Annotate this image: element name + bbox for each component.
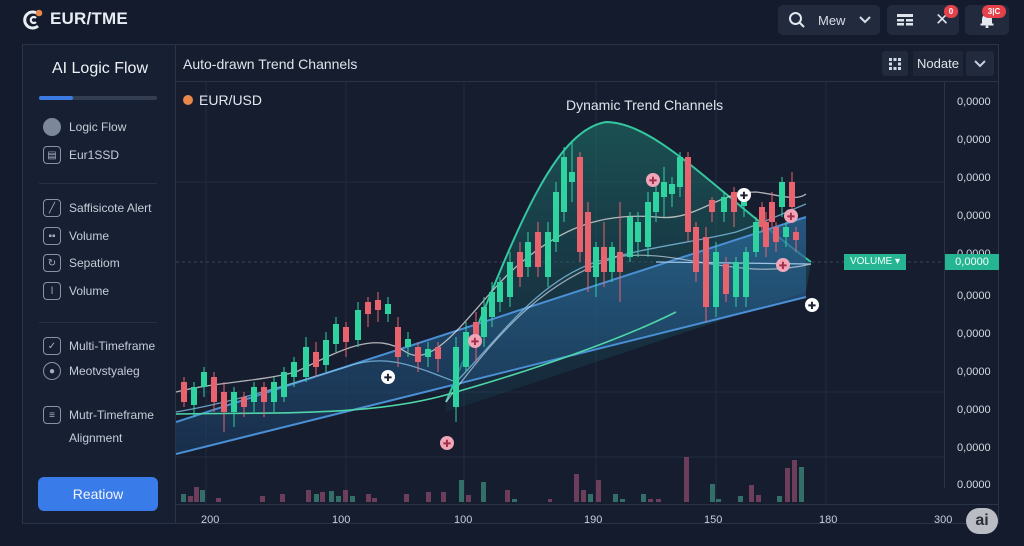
time-axis[interactable]: 200 100 100 190 150 180 300 xyxy=(176,504,998,526)
svg-text:✚: ✚ xyxy=(740,191,748,202)
chevron-down-icon xyxy=(974,59,986,67)
symbol-label[interactable]: EUR/USD xyxy=(183,92,262,108)
svg-text:✚: ✚ xyxy=(779,261,787,272)
chevron-down-icon xyxy=(859,16,872,24)
refresh-icon: ↻ xyxy=(43,254,61,272)
time-label: 300 xyxy=(934,514,953,526)
sidebar-item-label: Mutr-Timeframe xyxy=(69,408,154,422)
ai-assistant-button[interactable]: ai xyxy=(966,508,998,534)
time-label: 190 xyxy=(584,514,603,526)
close-badge: 0 xyxy=(944,5,958,18)
price-label: 0,0000 xyxy=(957,366,991,378)
divider xyxy=(39,322,157,323)
sidebar-item-label: Meotvstyaleg xyxy=(69,364,140,378)
svg-text:✚: ✚ xyxy=(384,373,392,384)
price-label: 0,0000 xyxy=(957,172,991,184)
sidebar-item-sepatiom[interactable]: ↻ Sepatiom xyxy=(43,254,120,272)
svg-text:✚: ✚ xyxy=(808,301,816,312)
search-dropdown[interactable]: Mew xyxy=(778,5,880,35)
top-bar: EUR/TME Mew ✕ 0 3|C xyxy=(0,0,1024,40)
panel-header: Auto-drawn Trend Channels Nodate xyxy=(176,45,998,82)
symbol-name: EUR/USD xyxy=(199,92,263,108)
grid-toggle-button[interactable] xyxy=(882,51,908,76)
time-label: 150 xyxy=(704,514,723,526)
sidebar-item-sublabel: Alignment xyxy=(69,431,123,445)
grid-dots-icon xyxy=(889,57,901,70)
chart-title: Dynamic Trend Channels xyxy=(566,97,724,113)
sidebar-item-meotvstyaleg[interactable]: ● Meotvstyaleg xyxy=(43,362,140,380)
time-label: 100 xyxy=(454,514,473,526)
date-select-toggle[interactable] xyxy=(966,51,994,76)
price-label: 0,0000 xyxy=(957,404,991,416)
volume-dropdown[interactable]: VOLUME ▾ xyxy=(844,254,906,270)
sidebar-progress-bar xyxy=(39,96,157,100)
price-label: 0.0000 xyxy=(957,479,991,491)
price-label: 0,0000 xyxy=(957,210,991,222)
svg-text:✚: ✚ xyxy=(649,176,657,187)
sidebar-item-volume[interactable]: ▪▪ Volume xyxy=(43,227,109,245)
current-price-label: 0,0000 xyxy=(945,254,999,270)
table-layout-icon[interactable] xyxy=(897,14,913,26)
svg-text:✚: ✚ xyxy=(787,212,795,223)
brand: EUR/TME xyxy=(22,8,128,30)
price-axis[interactable]: 0,0000 0,0000 0,0000 0,0000 0,0000 0,000… xyxy=(944,82,999,491)
checklist-icon: ✓ xyxy=(43,337,61,355)
svg-text:✚: ✚ xyxy=(443,439,451,450)
time-label: 180 xyxy=(819,514,838,526)
svg-text:✚: ✚ xyxy=(471,337,479,348)
notification-badge: 3|C xyxy=(982,5,1006,18)
candlestick-chart[interactable]: ✚ ✚ ✚ ✚ ✚ ✚ ✚ ✚ xyxy=(176,82,944,504)
sidebar-item-label: Multi-Timeframe xyxy=(69,339,156,353)
brand-title: EUR/TME xyxy=(50,9,128,28)
panel-title: Auto-drawn Trend Channels xyxy=(183,56,358,72)
brand-logo-icon xyxy=(22,8,44,30)
symbol-status-icon xyxy=(183,95,193,105)
sidebar-item-eur1ssd[interactable]: ▤ Eur1SSD xyxy=(43,146,119,164)
network-icon xyxy=(43,118,61,136)
search-icon xyxy=(789,12,805,28)
reatiow-button[interactable]: Reatiow xyxy=(38,477,158,511)
sidebar-item-label: Saffisicote Alert xyxy=(69,201,152,215)
record-icon: ● xyxy=(43,362,61,380)
sidebar-item-timeframe-alignment[interactable]: ≡ Mutr-Timeframe xyxy=(43,406,154,424)
time-label: 200 xyxy=(201,514,220,526)
sidebar-item-label: Volume xyxy=(69,229,110,243)
time-label: 100 xyxy=(332,514,351,526)
sidebar-item-label: Volume xyxy=(69,284,110,298)
price-label: 0,0000 xyxy=(957,442,991,454)
signal-markers: ✚ ✚ ✚ ✚ ✚ ✚ ✚ ✚ xyxy=(381,173,819,450)
price-label: 0,0000 xyxy=(957,134,991,146)
sidebar: AI Logic Flow Logic Flow ▤ Eur1SSD ╱ Saf… xyxy=(22,44,176,524)
price-label: 0,0000 xyxy=(957,290,991,302)
price-label: 0,0000 xyxy=(957,328,991,340)
sidebar-item-label: Sepatiom xyxy=(69,256,120,270)
volume-bars xyxy=(181,457,804,502)
price-label: 0,0000 xyxy=(957,96,991,108)
sidebar-item-multi-timeframe[interactable]: ✓ Multi-Timeframe xyxy=(43,337,155,355)
chart-panel: Auto-drawn Trend Channels Nodate xyxy=(175,44,999,526)
divider xyxy=(39,183,157,184)
sidebar-item-alert[interactable]: ╱ Saffisicote Alert xyxy=(43,199,152,217)
sidebar-item-label: Eur1SSD xyxy=(69,148,120,162)
sidebar-item-label: Logic Flow xyxy=(69,120,127,134)
sidebar-item-logic-flow[interactable]: Logic Flow xyxy=(43,118,126,136)
search-label: Mew xyxy=(818,12,846,28)
grid-icon: ▪▪ xyxy=(43,227,61,245)
mic-icon: ǀ xyxy=(43,282,61,300)
pencil-icon: ╱ xyxy=(43,199,61,217)
sidebar-item-volume-2[interactable]: ǀ Volume xyxy=(43,282,109,300)
sidebar-title: AI Logic Flow xyxy=(51,60,149,77)
date-select[interactable]: Nodate xyxy=(913,51,963,76)
calculator-icon: ▤ xyxy=(43,146,61,164)
volume-label: VOLUME xyxy=(849,256,893,267)
layers-icon: ≡ xyxy=(43,406,61,424)
